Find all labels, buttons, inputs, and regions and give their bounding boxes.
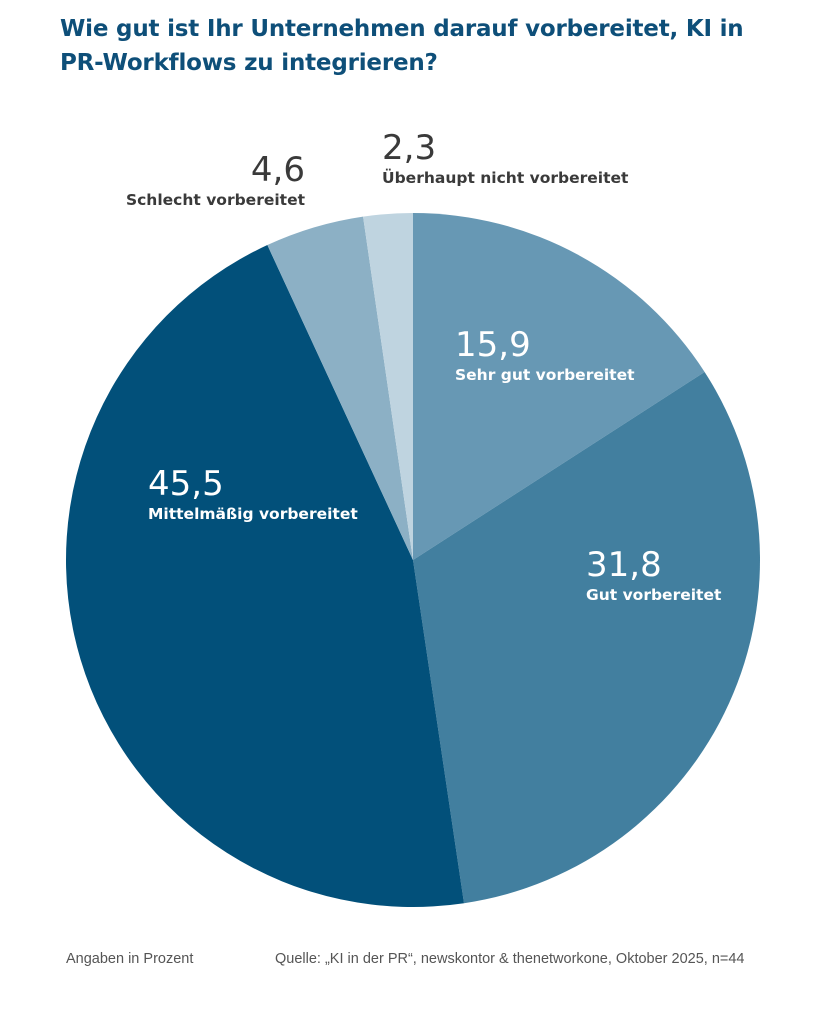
label-schlecht: 4,6 Schlecht vorbereitet: [126, 150, 305, 210]
pie-slice-1: [413, 371, 760, 904]
label-ueberhaupt-nicht: 2,3 Überhaupt nicht vorbereitet: [382, 128, 628, 188]
pie-slice-2: [65, 245, 464, 907]
chart-title: Wie gut ist Ihr Unternehmen darauf vorbe…: [60, 16, 744, 76]
value-label: 31,8: [586, 545, 662, 585]
category-label: Überhaupt nicht vorbereitet: [382, 169, 629, 187]
value-label: 15,9: [455, 325, 531, 365]
value-label: 4,6: [250, 150, 305, 190]
source-note: Quelle: „KI in der PR“, newskontor & the…: [275, 951, 745, 967]
value-label: 2,3: [382, 128, 437, 168]
value-label: 45,5: [148, 464, 224, 504]
label-mittelmaessig: 45,5 Mittelmäßig vorbereitet: [148, 464, 358, 524]
category-label: Sehr gut vorbereitet: [455, 366, 635, 384]
unit-note: Angaben in Prozent: [66, 951, 194, 967]
label-sehr-gut: 15,9 Sehr gut vorbereitet: [455, 325, 635, 385]
category-label: Schlecht vorbereitet: [125, 191, 305, 209]
label-gut: 31,8 Gut vorbereitet: [586, 545, 721, 605]
pie-slice-3: [267, 216, 413, 561]
pie-slice-0: [413, 213, 705, 560]
category-label: Gut vorbereitet: [586, 586, 722, 604]
category-label: Mittelmäßig vorbereitet: [148, 505, 358, 523]
pie-slice-4: [363, 213, 413, 560]
